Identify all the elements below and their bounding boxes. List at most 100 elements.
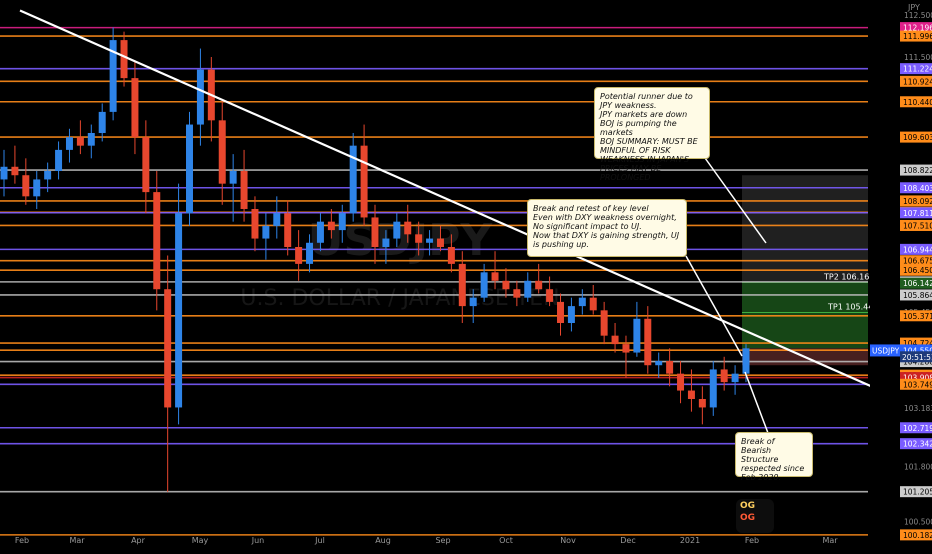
- candle-body-51: [557, 301, 564, 323]
- watermark-logo: OG OG: [736, 499, 774, 533]
- countdown-label: 20:51:51: [902, 353, 932, 362]
- candle-body-34: [371, 217, 379, 247]
- logo-top-text: OG: [740, 501, 756, 511]
- candle-body-30: [327, 221, 335, 231]
- candle-body-44: [480, 272, 488, 298]
- candle-body-48: [524, 280, 532, 298]
- candle-body-12: [131, 78, 139, 138]
- candle-body-16: [175, 213, 183, 408]
- x-tick-label-3: May: [192, 536, 209, 545]
- annotation-runner[interactable]: Potential runner due to JPY weakness. JP…: [594, 87, 710, 182]
- x-tick-label-5: Jul: [314, 536, 325, 545]
- candle-body-43: [469, 297, 477, 307]
- projection-zone: [742, 175, 868, 283]
- price-tag-8: [900, 195, 932, 207]
- price-tag-28: [900, 529, 932, 541]
- price-tag-26: [900, 438, 932, 450]
- price-tag-label-25: 102.719: [903, 424, 932, 433]
- candle-body-11: [120, 40, 128, 79]
- y-tick-label-10: 103.183: [904, 404, 932, 413]
- candle-body-32: [349, 145, 357, 214]
- x-tick-label-6: Aug: [375, 536, 391, 545]
- candle-body-50: [546, 289, 554, 302]
- candle-body-65: [709, 369, 717, 408]
- price-tag-label-6: 108.822: [903, 166, 932, 175]
- candle-body-63: [687, 390, 695, 399]
- price-tag-25: [900, 422, 932, 434]
- candle-body-13: [142, 137, 150, 193]
- current-price-label: 104.550: [903, 346, 932, 355]
- candle-body-25: [273, 213, 281, 226]
- price-tag-label-1: 111.996: [903, 32, 932, 41]
- candle-body-2: [22, 175, 30, 197]
- candle-body-26: [284, 213, 292, 247]
- candle-body-56: [611, 335, 619, 345]
- candle-body-18: [196, 69, 204, 125]
- candle-body-1: [11, 166, 19, 176]
- bearish-trendline: [19, 9, 901, 401]
- price-tag-7: [900, 182, 932, 194]
- x-tick-label-9: Nov: [560, 536, 576, 545]
- candle-body-47: [513, 289, 521, 298]
- watermark-main: USDJPY: [308, 215, 494, 266]
- x-tick-label-13: Mar: [822, 536, 838, 545]
- candle-body-14: [153, 192, 161, 290]
- candle-body-3: [33, 179, 41, 197]
- currency-badge: JPY: [908, 3, 920, 12]
- price-tag-label-18: 105.371: [903, 312, 932, 321]
- price-tag-16: [900, 277, 932, 289]
- candle-body-55: [600, 310, 608, 336]
- candle-body-33: [360, 145, 368, 218]
- x-tick-label-10: Dec: [620, 536, 635, 545]
- candle-body-37: [404, 221, 412, 235]
- candle-body-58: [633, 318, 641, 353]
- price-tag-label-28: 100.182: [903, 531, 932, 540]
- candle-body-67: [731, 373, 739, 383]
- price-tag-label-12: 106.944: [903, 245, 932, 254]
- price-tag-17: [900, 289, 932, 301]
- price-tag-label-17: 105.864: [903, 291, 932, 300]
- candle-body-5: [55, 149, 63, 171]
- candle-body-61: [666, 361, 674, 374]
- candle-body-10: [109, 40, 117, 112]
- price-tag-6: [900, 164, 932, 176]
- candle-body-31: [338, 213, 346, 231]
- candle-body-35: [382, 238, 390, 247]
- candle-body-7: [76, 137, 84, 146]
- candle-body-49: [535, 280, 543, 290]
- candle-body-66: [720, 369, 728, 383]
- price-tag-4: [900, 96, 932, 108]
- price-tag-2: [900, 63, 932, 75]
- candle-body-38: [415, 234, 423, 243]
- price-tag-12: [900, 243, 932, 255]
- candle-body-62: [677, 373, 685, 391]
- y-tick-label-13: 100.500: [904, 517, 932, 526]
- price-tag-label-7: 108.403: [903, 184, 932, 193]
- candle-body-53: [578, 297, 586, 307]
- price-tag-label-19: 104.724: [903, 339, 932, 348]
- price-tag-13: [900, 255, 932, 267]
- annotation-structure[interactable]: Break of Bearish Structure respected sin…: [735, 432, 813, 482]
- price-tag-label-11: 107.510: [903, 221, 932, 230]
- price-tag-label-8: 108.092: [903, 197, 932, 206]
- price-tag-label-26: 102.342: [903, 440, 932, 449]
- candle-body-54: [589, 297, 597, 311]
- candle-body-0: [0, 166, 8, 180]
- y-tick-label-0: 112.500: [904, 11, 932, 20]
- candle-body-57: [622, 344, 630, 353]
- candle-body-21: [229, 171, 237, 184]
- tp1-label: TP1 105.448: [827, 303, 878, 312]
- price-tag-label-24: 103.749: [903, 380, 932, 389]
- price-tag-24: [900, 378, 932, 390]
- candle-body-41: [447, 247, 455, 264]
- price-tag-label-3: 110.924: [903, 77, 932, 86]
- price-tag-0: [900, 22, 932, 34]
- price-tag-14: [900, 264, 932, 276]
- countdown-tag: [900, 351, 932, 363]
- price-tag-11: [900, 219, 932, 231]
- annotation-retest[interactable]: Break and retest of key level Even with …: [527, 199, 687, 257]
- candle-body-68: [742, 348, 750, 374]
- y-tick-label-1: 111.500: [904, 53, 932, 62]
